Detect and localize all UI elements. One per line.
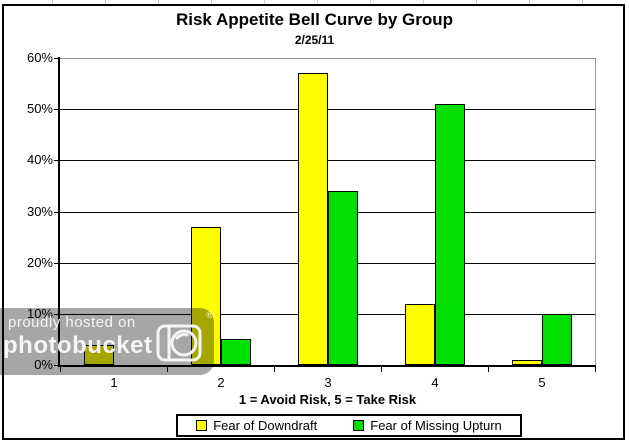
y-axis-label: 50% — [26, 101, 53, 116]
x-axis-line — [58, 365, 596, 367]
bar-fear-of-downdraft-group-3 — [298, 73, 328, 365]
x-tick — [381, 367, 382, 372]
x-tick — [595, 367, 596, 372]
bar-fear-of-downdraft-group-1 — [84, 345, 114, 365]
chart-subtitle: 2/25/11 — [294, 33, 335, 47]
legend-label: Fear of Downdraft — [213, 418, 318, 433]
legend-item-fear-of-missing-upturn: Fear of Missing Upturn — [353, 418, 502, 433]
x-axis-category-label: 2 — [217, 375, 225, 390]
y-axis-label: 60% — [26, 50, 53, 65]
gridline-60% — [60, 58, 595, 59]
photobucket-watermark: proudly hosted on photobucket ® — [0, 308, 214, 375]
y-axis-line — [58, 57, 60, 366]
plot-right-border — [595, 58, 596, 365]
bar-fear-of-downdraft-group-4 — [405, 304, 435, 365]
y-tick — [54, 160, 60, 161]
watermark-brand: photobucket — [3, 332, 153, 359]
legend: Fear of Downdraft Fear of Missing Upturn — [176, 414, 522, 437]
x-tick — [60, 367, 61, 372]
registered-trademark-symbol: ® — [206, 310, 213, 320]
x-axis-category-label: 1 — [110, 375, 118, 390]
x-axis-title: 1 = Avoid Risk, 5 = Take Risk — [238, 392, 417, 407]
bar-fear-of-downdraft-group-5 — [512, 360, 542, 365]
bar-fear-of-missing-upturn-group-2 — [221, 339, 251, 365]
x-axis-category-label: 5 — [538, 375, 546, 390]
y-axis-label: 20% — [26, 255, 53, 270]
legend-item-fear-of-downdraft: Fear of Downdraft — [196, 418, 317, 433]
x-axis-category-label: 4 — [431, 375, 439, 390]
watermark-tagline: proudly hosted on — [8, 314, 136, 331]
y-axis-label: 30% — [26, 204, 53, 219]
legend-swatch-yellow — [196, 420, 208, 431]
bar-fear-of-missing-upturn-group-4 — [435, 104, 465, 365]
chart-title: Risk Appetite Bell Curve by Group — [175, 10, 454, 29]
y-axis-label: 10% — [26, 306, 53, 321]
x-tick — [167, 367, 168, 372]
legend-label: Fear of Missing Upturn — [370, 418, 502, 433]
y-tick — [54, 212, 60, 213]
chart-border — [2, 4, 625, 440]
spreadsheet-gridline-strip — [0, 0, 629, 4]
y-tick — [54, 365, 60, 366]
y-axis-label: 0% — [34, 357, 53, 372]
y-tick — [54, 263, 60, 264]
y-tick — [54, 314, 60, 315]
bar-fear-of-missing-upturn-group-3 — [328, 191, 358, 365]
legend-swatch-green — [353, 420, 365, 431]
y-axis-label: 40% — [26, 152, 53, 167]
y-tick — [54, 109, 60, 110]
y-tick — [54, 58, 60, 59]
x-tick — [274, 367, 275, 372]
bar-fear-of-missing-upturn-group-5 — [542, 314, 572, 365]
x-tick — [488, 367, 489, 372]
camera-icon — [156, 324, 202, 362]
x-axis-category-label: 3 — [324, 375, 332, 390]
